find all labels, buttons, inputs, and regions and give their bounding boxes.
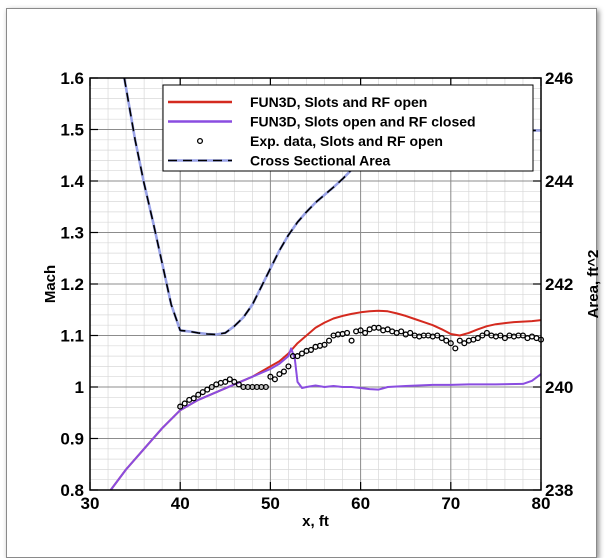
exp-data-point xyxy=(434,332,441,339)
exp-data-point xyxy=(497,332,504,339)
y-tick-label: 1.5 xyxy=(60,121,84,140)
x-axis-title: x, ft xyxy=(302,513,329,530)
series-exp-data-markers xyxy=(177,324,545,410)
y2-tick-label: 238 xyxy=(545,481,573,500)
exp-data-point xyxy=(362,329,369,336)
exp-data-point xyxy=(276,371,283,378)
exp-data-point xyxy=(443,337,450,344)
exp-data-point xyxy=(447,340,454,347)
exp-data-point xyxy=(321,341,328,348)
exp-data-point xyxy=(461,340,468,347)
series-line-0 xyxy=(109,309,542,491)
y2-tick-label: 246 xyxy=(545,69,573,88)
series-line-1 xyxy=(109,347,542,491)
x-tick-label: 40 xyxy=(171,494,190,513)
x-tick-label: 70 xyxy=(441,494,460,513)
y-tick-label: 1.1 xyxy=(60,327,84,346)
y-axis-title: Mach xyxy=(42,265,59,303)
y-tick-label: 1.6 xyxy=(60,69,84,88)
exp-data-point xyxy=(344,329,351,336)
x-tick-label: 50 xyxy=(261,494,280,513)
legend-marker-exp xyxy=(196,137,204,145)
y-tick-label: 1.2 xyxy=(60,275,84,294)
exp-data-point xyxy=(307,346,315,353)
y2-tick-label: 244 xyxy=(545,172,574,191)
exp-data-point xyxy=(348,337,355,344)
exp-data-point xyxy=(519,332,527,339)
exp-data-point xyxy=(357,327,364,334)
exp-data-point xyxy=(479,332,486,339)
legend-label: FUN3D, Slots and RF open xyxy=(250,94,427,110)
exp-data-point xyxy=(398,328,405,335)
legend: FUN3D, Slots and RF open FUN3D, Slots ope… xyxy=(162,84,534,172)
exp-data-point xyxy=(294,353,301,360)
exp-data-point xyxy=(280,368,287,375)
exp-data-point xyxy=(325,337,333,344)
exp-data-point xyxy=(204,386,211,393)
exp-data-point xyxy=(208,383,215,391)
exp-data-point xyxy=(375,324,382,331)
legend-label: Cross Sectional Area xyxy=(250,153,391,169)
exp-data-point xyxy=(199,389,206,396)
exp-data-point xyxy=(271,376,278,383)
y-tick-label: 1 xyxy=(75,378,84,397)
legend-label: FUN3D, Slots open and RF closed xyxy=(250,114,476,130)
exp-data-point xyxy=(231,378,238,385)
exp-data-point xyxy=(177,403,184,410)
exp-data-point xyxy=(267,373,274,380)
exp-data-point xyxy=(298,350,306,357)
exp-data-point xyxy=(501,335,508,342)
y-tick-label: 1.3 xyxy=(60,224,84,243)
exp-data-point xyxy=(262,383,269,391)
y-tick-label: 0.8 xyxy=(60,481,84,500)
legend-box xyxy=(162,84,534,172)
exp-data-point xyxy=(181,400,188,407)
exp-data-point xyxy=(452,345,459,352)
legend-label: Exp. data, Slots and RF open xyxy=(250,133,443,149)
exp-data-point xyxy=(222,378,229,385)
exp-data-point xyxy=(483,329,490,336)
y2-tick-label: 240 xyxy=(545,378,573,397)
y2-tick-label: 242 xyxy=(545,275,573,294)
exp-data-point xyxy=(285,363,292,370)
mach-area-chart: 30 40 50 60 70 80 0.8 0.9 1 1.1 1.2 1.3 1.4 1.5 1.6 238… xyxy=(42,69,602,530)
exp-data-point xyxy=(190,395,197,402)
exp-data-point xyxy=(407,329,414,336)
y-tick-label: 0.9 xyxy=(60,430,84,449)
exp-data-point xyxy=(226,376,233,383)
exp-data-point xyxy=(195,391,202,398)
plot-border xyxy=(89,77,542,491)
figure: 30 40 50 60 70 80 0.8 0.9 1 1.1 1.2 1.3 1.4 1.5 1.6 238… xyxy=(6,8,602,558)
y-tick-label: 1.4 xyxy=(60,172,84,191)
y2-axis-title: Area, ft^2 xyxy=(585,250,602,319)
x-tick-label: 60 xyxy=(351,494,370,513)
exp-data-point xyxy=(456,337,463,344)
x-tick-label: 80 xyxy=(532,494,551,513)
x-tick-label: 30 xyxy=(81,494,100,513)
exp-data-point xyxy=(438,335,445,342)
exp-data-point xyxy=(474,335,481,342)
exp-data-point xyxy=(235,381,242,388)
